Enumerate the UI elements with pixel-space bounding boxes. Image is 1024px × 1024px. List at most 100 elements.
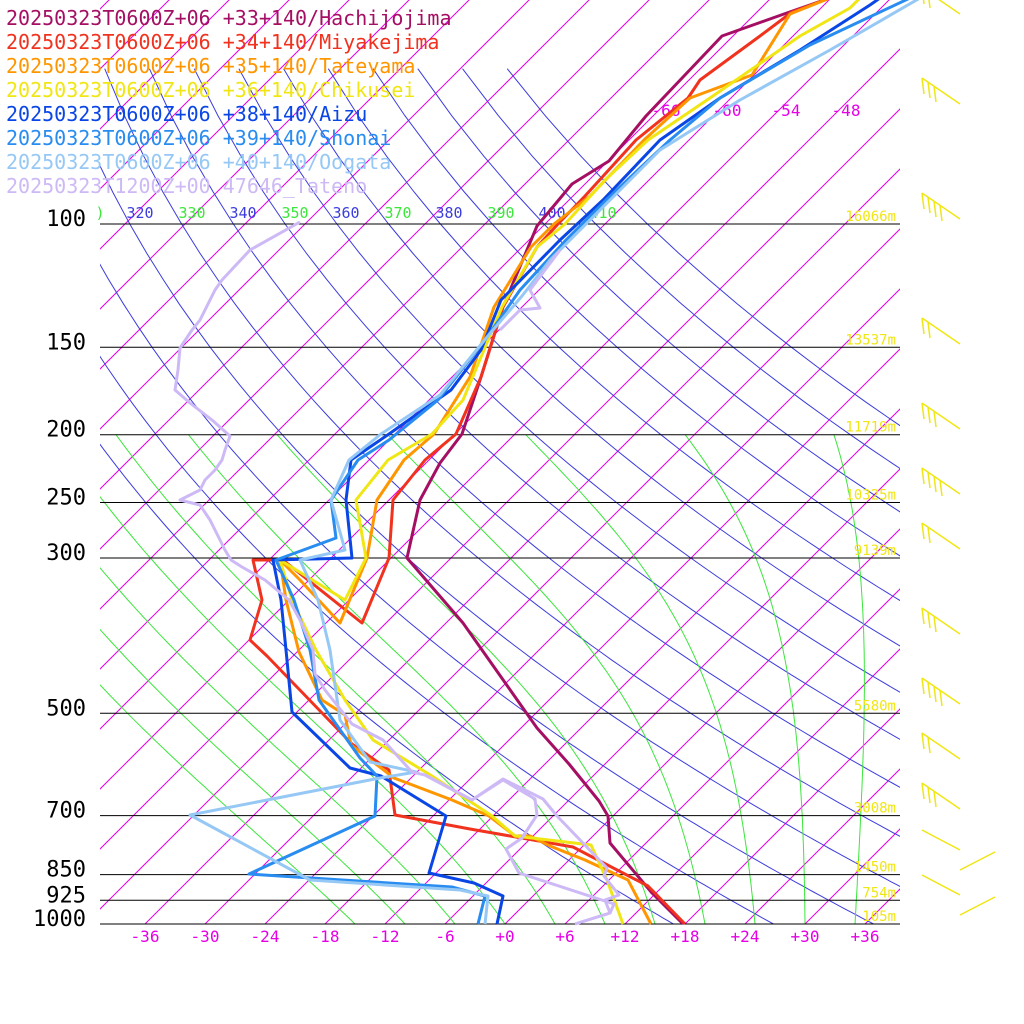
theta-label: 380 [435,204,462,222]
wind-barb [921,467,961,497]
temp-axis-label: +24 [731,927,760,946]
wind-barb-flag [927,681,931,699]
dry-adiabat [100,164,900,888]
upper-isotherm-label: -54 [772,101,801,120]
wind-barb-flag [933,85,937,103]
isotherm-line [624,648,900,924]
wind-barb-staff [959,851,996,871]
temp-axis-label: -6 [435,927,454,946]
wind-barb [921,677,961,707]
dry-adiabat [327,68,900,602]
wind-barb-flag [927,321,931,339]
wind-barb [922,0,961,15]
temp-axis-label: +12 [611,927,640,946]
sounding-profiles [173,0,920,926]
wind-barb-flag [921,732,925,750]
moist-adiabat [833,434,865,924]
temp-axis-label: -12 [371,927,400,946]
isotherm-line [804,828,900,924]
wind-barb-staff [921,732,961,760]
wind-barb-staff [921,317,961,345]
dry-adiabat [238,68,900,693]
wind-barb-flag [933,200,937,218]
wind-barb [921,732,961,760]
wind-barbs [921,0,996,916]
dry-adiabat [100,355,775,924]
wind-barb-flag [921,317,925,335]
wind-barb-staff [938,0,961,15]
pressure-label-1000: 1000 [33,907,86,932]
wind-barb [921,829,996,871]
theta-label: 360 [332,204,359,222]
wind-barb-staff [921,829,961,851]
isotherm-line [100,0,470,370]
temp-axis-label: -18 [311,927,340,946]
dry-adiabat [462,68,900,470]
wind-barb-flag [933,475,937,493]
profile-trace [405,0,829,926]
theta-label: 390 [487,204,514,222]
wind-barb [921,522,961,550]
dry-adiabat [193,68,900,740]
height-label: 11719m [845,420,896,436]
wind-barb [921,317,961,345]
height-label: 754m [862,885,896,901]
moist-adiabat [525,434,756,924]
pressure-label-700: 700 [46,799,86,824]
wind-barb-flag [939,689,943,707]
wind-barb-flag [921,77,925,95]
moist-adiabat [115,434,556,924]
profile-trace [271,0,880,925]
wind-barb-staff [959,896,996,916]
isotherm-line [100,0,410,310]
wind-barb-flag [921,522,925,540]
profile-trace [188,0,920,925]
height-label: 13537m [845,332,896,348]
wind-barb-flag [921,677,925,695]
legend-entry: 20250323T0600Z+06 +34+140/Miyakejima [6,30,439,54]
isotherm-line [324,348,900,924]
wind-barb-flag [927,471,931,489]
theta-label: 350 [281,204,308,222]
moist-adiabat-lines [100,434,951,924]
temp-axis-label: -30 [191,927,220,946]
wind-barb-flag [921,782,925,800]
profile-trace [248,0,829,926]
wind-barb-flag [927,736,931,754]
height-label: 5580m [854,698,896,714]
isotherm-line [504,528,900,924]
profile-trace [278,0,861,925]
upper-isotherm-label: -48 [832,101,861,120]
wind-barb-staff [921,522,961,550]
temp-axis-label: +36 [851,927,880,946]
wind-barb-flag [939,479,943,497]
theta-label: 340 [229,204,256,222]
wind-barb [921,607,961,635]
wind-barb-flag [933,790,937,808]
isotherm-line [925,0,1024,924]
temp-axis-label: +6 [555,927,574,946]
wind-barb-flag [933,615,937,633]
isotherm-line [444,468,900,924]
moist-adiabat [905,435,951,924]
wind-barb [921,77,961,105]
wind-barb-flag [939,204,943,222]
pressure-label-250: 250 [46,486,86,511]
theta-label: ) [95,204,104,222]
isotherm-line [684,708,900,924]
legend-entry: 20250323T0600Z+06 +40+140/Oogata [6,150,391,174]
legend-entry: 20250323T0600Z+06 +35+140/Tateyama [6,54,415,78]
isotherm-line [100,0,350,250]
moist-adiabat [684,434,806,924]
wind-barb-flag [927,81,931,99]
wind-barb-flag [922,0,925,5]
temp-axis-label: -36 [131,927,160,946]
wind-barb-staff [921,402,961,430]
legend-entry: 20250323T1200Z+00 47646_Tateno [6,174,367,198]
theta-label: 320 [126,204,153,222]
wind-barb-flag [928,0,931,9]
wind-barb-staff [921,874,961,896]
moist-adiabat [188,434,606,924]
dry-adiabat [417,68,900,513]
